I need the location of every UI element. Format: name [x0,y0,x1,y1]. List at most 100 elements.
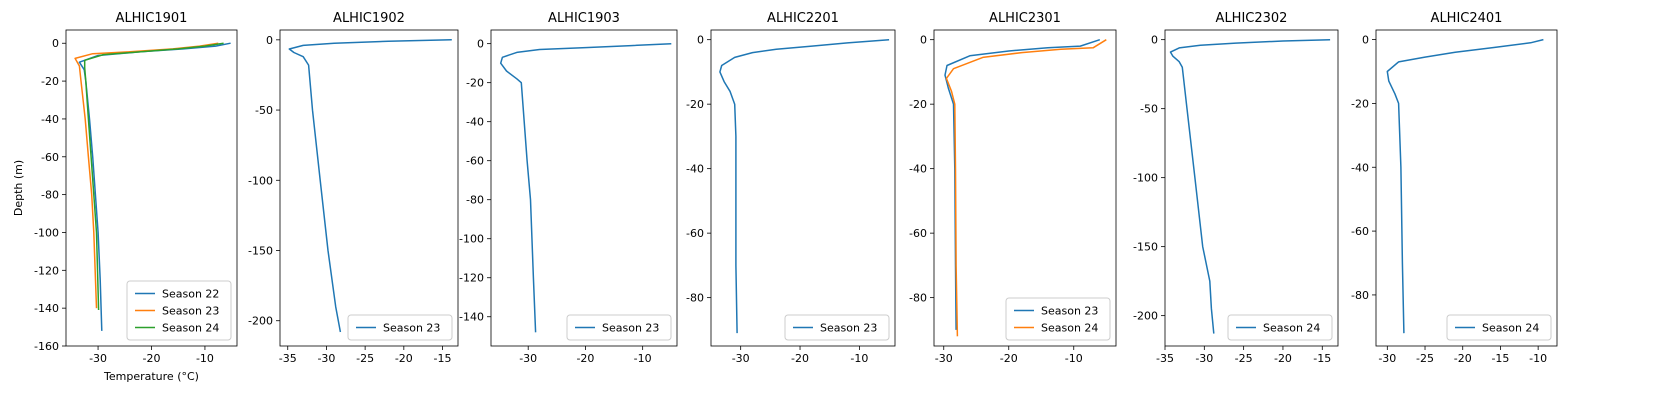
x-tick-label: -30 [935,352,953,365]
y-tick-label: -80 [1351,289,1369,302]
y-tick-label: -150 [248,244,273,257]
y-tick-label: -80 [41,189,59,202]
x-tick-label: -25 [1416,352,1434,365]
y-tick-label: -60 [1351,225,1369,238]
y-tick-label: -160 [34,340,59,353]
x-tick-label: -20 [576,352,594,365]
x-tick-label: -35 [1156,352,1174,365]
y-tick-label: -80 [686,292,704,305]
x-tick-label: -30 [1195,352,1213,365]
y-tick-label: -20 [686,98,704,111]
x-tick-label: -15 [1491,352,1509,365]
legend-box [126,280,232,341]
series-line-0 [719,38,890,334]
x-tick-label: -10 [1529,352,1547,365]
y-tick-label: -60 [466,155,484,168]
y-tick-label: 0 [1151,34,1158,47]
chart-title: ALHIC2201 [767,11,839,26]
y-tick-label: -40 [686,163,704,176]
legend-box [1446,314,1552,341]
y-tick-label: -60 [686,227,704,240]
legend-box [566,314,672,341]
legend: Season 24 [1227,314,1333,341]
y-tick-label: -100 [34,226,59,239]
subplot-3: ALHIC2201 -30 -20 -10 0 -20 -40 -60 -80 Season 23 [686,11,896,365]
series-line-2 [83,42,224,311]
legend-label: Season 24 [1263,322,1320,335]
y-tick-label: 0 [920,34,927,47]
x-tick-label: -20 [1454,352,1472,365]
series-line-1 [74,42,219,309]
axes-frame [1164,29,1339,347]
y-tick-label: -40 [41,113,59,126]
legend-label: Season 23 [383,322,440,335]
chart-title: ALHIC1903 [548,11,620,26]
axes-frame [490,29,678,347]
legend-label: Season 22 [162,288,219,301]
y-tick-label: -200 [248,315,273,328]
chart-title: ALHIC2302 [1216,11,1288,26]
series-line-0 [499,42,672,333]
legend-label: Season 23 [162,305,219,318]
subplot-2: ALHIC1903-30 -20 -100-20-40-60-80-100-120-… [459,11,678,365]
legend-label: Season 23 [602,322,659,335]
legend-label: Season 23 [820,322,877,335]
legend-label: Season 24 [1041,322,1098,335]
legend: Season 23 Season 24 [1005,297,1111,341]
y-tick-label: -50 [1140,103,1158,116]
chart-title: ALHIC1902 [333,11,405,26]
y-tick-label: -100 [248,174,273,187]
y-tick-label: -140 [459,311,484,324]
y-tick-label: -120 [459,272,484,285]
y-tick-label: 0 [1362,34,1369,47]
y-tick-label: -80 [466,194,484,207]
x-tick-label: -20 [1274,352,1292,365]
legend: Season 23 [784,314,890,341]
y-tick-label: -20 [1351,97,1369,110]
x-tick-label: -20 [395,352,413,365]
series-line-0 [1169,38,1331,334]
x-tick-label: -30 [732,352,750,365]
chart-title: ALHIC2401 [1431,11,1503,26]
chart-title: ALHIC1901 [116,11,188,26]
legend-box [784,314,890,341]
x-tick-label: -15 [434,352,452,365]
y-tick-label: -140 [34,302,59,315]
axes-frame [933,29,1117,347]
series-line-0 [288,39,452,333]
chart-title: ALHIC2301 [989,11,1061,26]
y-tick-label: 0 [266,34,273,47]
y-tick-label: -50 [255,104,273,117]
x-tick-label: -30 [89,352,107,365]
series-line-1 [945,39,1107,337]
y-tick-label: -150 [1133,241,1158,254]
axes-frame [710,29,896,347]
axes-frame [1375,29,1558,347]
x-tick-label: -20 [143,352,161,365]
y-tick-label: -100 [1133,172,1158,185]
subplot-6: ALHIC2401 -30 -25 -20 -15 -10 0 -20 -40 -60 -80 Sea… [1351,11,1558,365]
y-tick-label: -20 [909,98,927,111]
subplot-0: ALHIC1901-30 -20 -100-20-40-60-80-100-120-… [12,11,238,383]
x-tick-label: -10 [196,352,214,365]
x-tick-label: -20 [1000,352,1018,365]
y-tick-label: -200 [1133,310,1158,323]
x-tick-label: -30 [317,352,335,365]
x-tick-label: -15 [1313,352,1331,365]
series-line-0 [1386,38,1544,334]
x-tick-label: -25 [356,352,374,365]
y-tick-label: 0 [52,37,59,50]
y-tick-label: -40 [909,163,927,176]
y-tick-label: -100 [459,233,484,246]
axes-frame [279,29,459,347]
legend-label: Season 24 [162,322,219,335]
x-axis-label: Temperature (°C) [103,370,199,383]
series-line-0 [944,38,1101,330]
legend-label: Season 23 [1041,305,1098,318]
y-tick-label: -40 [1351,161,1369,174]
x-tick-label: -20 [791,352,809,365]
x-tick-label: -30 [1378,352,1396,365]
y-tick-label: -20 [466,77,484,90]
subplot-5: ALHIC2302-35 -30 -25 -20 -150-50-100-150-200… [1133,11,1339,365]
